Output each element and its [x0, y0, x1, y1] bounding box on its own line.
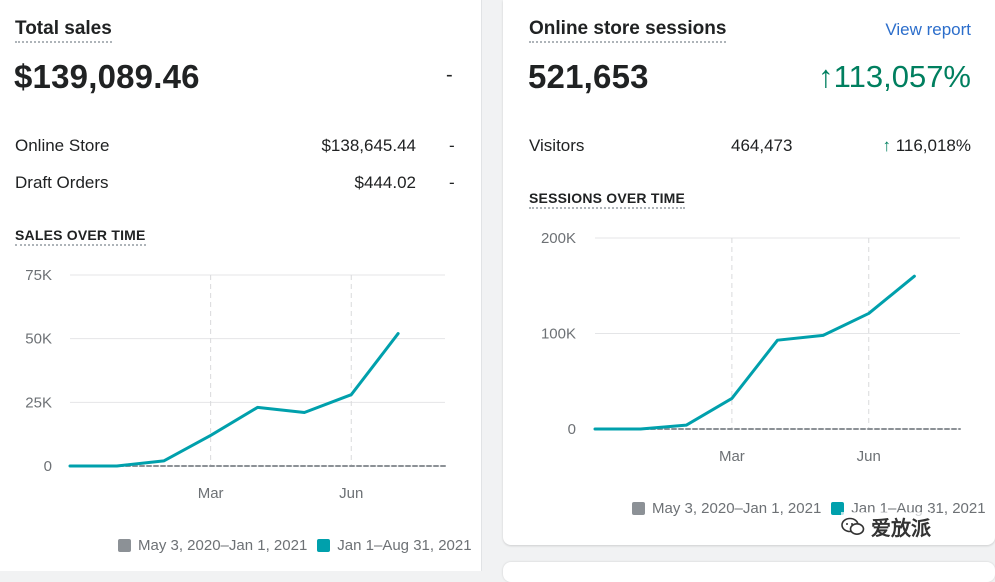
- legend-item-previous[interactable]: May 3, 2020–Jan 1, 2021: [118, 537, 307, 554]
- legend-swatch-previous: [632, 502, 645, 515]
- visitors-label: Visitors: [529, 136, 585, 155]
- sessions-change: ↑113,057%: [818, 59, 971, 94]
- series-line-current: [593, 274, 916, 431]
- visitors-change: ↑ 116,018%: [882, 136, 971, 155]
- y-tick-label: 75K: [25, 267, 52, 284]
- view-report-link[interactable]: View report: [885, 20, 971, 39]
- watermark-text: 爱放派: [871, 518, 931, 540]
- online-store-value: $138,645.44: [321, 136, 416, 155]
- wechat-watermark: 爱放派: [841, 512, 931, 541]
- x-tick-label: Mar: [198, 485, 224, 502]
- online-store-sessions-card: Online store sessions View report 521,65…: [503, 0, 995, 545]
- x-tick-label: Jun: [857, 448, 881, 465]
- visitors-value: 464,473: [731, 136, 793, 155]
- series-line-current: [68, 332, 400, 468]
- sales-chart-heading[interactable]: SALES OVER TIME: [15, 227, 146, 246]
- online-store-label: Online Store: [15, 136, 110, 155]
- sessions-chart-heading[interactable]: SESSIONS OVER TIME: [529, 190, 686, 209]
- y-tick-label: 100K: [541, 326, 576, 343]
- y-tick-label: 0: [44, 458, 52, 475]
- draft-orders-value: $444.02: [354, 173, 416, 192]
- legend-label-previous: May 3, 2020–Jan 1, 2021: [652, 500, 822, 517]
- legend-label-current: Jan 1–Aug 31, 2021: [337, 537, 472, 554]
- x-tick-label: Jun: [339, 485, 363, 502]
- online-store-change: -: [449, 136, 455, 155]
- legend-swatch-current: [317, 539, 331, 552]
- legend-item-previous[interactable]: May 3, 2020–Jan 1, 2021: [632, 500, 821, 517]
- x-tick-label: Mar: [719, 448, 745, 465]
- legend-item-current[interactable]: Jan 1–Aug 31, 2021: [317, 537, 472, 554]
- legend-swatch-current: [831, 502, 845, 515]
- arrow-up-icon: ↑: [818, 59, 834, 94]
- sales-over-time-chart: 0 25K 50K 75K Mar Jun: [25, 267, 446, 502]
- sessions-over-time-chart: 0 100K 200K Mar Jun: [541, 230, 961, 465]
- total-sales-title[interactable]: Total sales: [15, 18, 112, 43]
- next-card: [503, 562, 995, 582]
- y-tick-label: 25K: [25, 394, 52, 411]
- legend-label-previous: May 3, 2020–Jan 1, 2021: [138, 537, 308, 554]
- sessions-value: 521,653: [528, 58, 649, 95]
- sales-chart-legend: May 3, 2020–Jan 1, 2021 Jan 1–Aug 31, 20…: [118, 537, 472, 554]
- y-tick-label: 200K: [541, 230, 576, 247]
- y-tick-label: 50K: [25, 331, 52, 348]
- legend-swatch-previous: [118, 539, 131, 552]
- draft-orders-change: -: [449, 173, 455, 192]
- draft-orders-label: Draft Orders: [15, 173, 109, 192]
- total-sales-card: Total sales $139,089.46 - Online Store $…: [0, 0, 482, 571]
- total-sales-value: $139,089.46: [14, 58, 200, 95]
- wechat-icon: [841, 517, 865, 535]
- sessions-title[interactable]: Online store sessions: [529, 18, 727, 43]
- sessions-chart-legend: May 3, 2020–Jan 1, 2021 Jan 1–Aug 31, 20…: [632, 500, 986, 517]
- arrow-up-icon: ↑: [882, 136, 891, 155]
- y-tick-label: 0: [568, 421, 576, 438]
- total-sales-change: -: [446, 64, 453, 86]
